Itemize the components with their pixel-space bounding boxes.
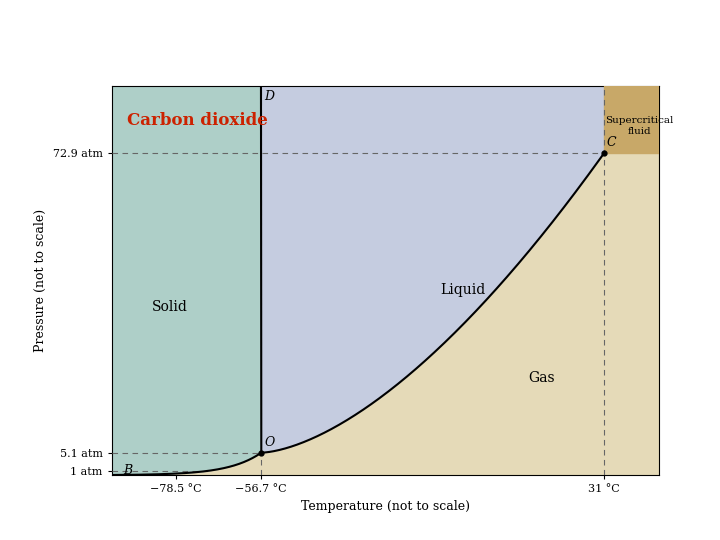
Text: C: C xyxy=(606,137,616,150)
Polygon shape xyxy=(604,86,659,153)
Text: Liquid: Liquid xyxy=(441,282,486,296)
Polygon shape xyxy=(261,86,659,453)
Text: O: O xyxy=(264,436,274,449)
Text: Carbon dioxide: Carbon dioxide xyxy=(127,112,268,129)
Text: Gas: Gas xyxy=(528,371,555,385)
Text: B: B xyxy=(123,464,132,477)
Y-axis label: Pressure (not to scale): Pressure (not to scale) xyxy=(34,209,47,353)
Polygon shape xyxy=(112,153,659,475)
Text: D: D xyxy=(264,90,274,103)
Polygon shape xyxy=(112,86,261,475)
X-axis label: Temperature (not to scale): Temperature (not to scale) xyxy=(301,500,469,513)
Text: Solid: Solid xyxy=(153,300,188,314)
Text: Phase Diagrams: Phase Diagrams xyxy=(246,22,474,49)
Text: Supercritical
fluid: Supercritical fluid xyxy=(605,117,673,136)
